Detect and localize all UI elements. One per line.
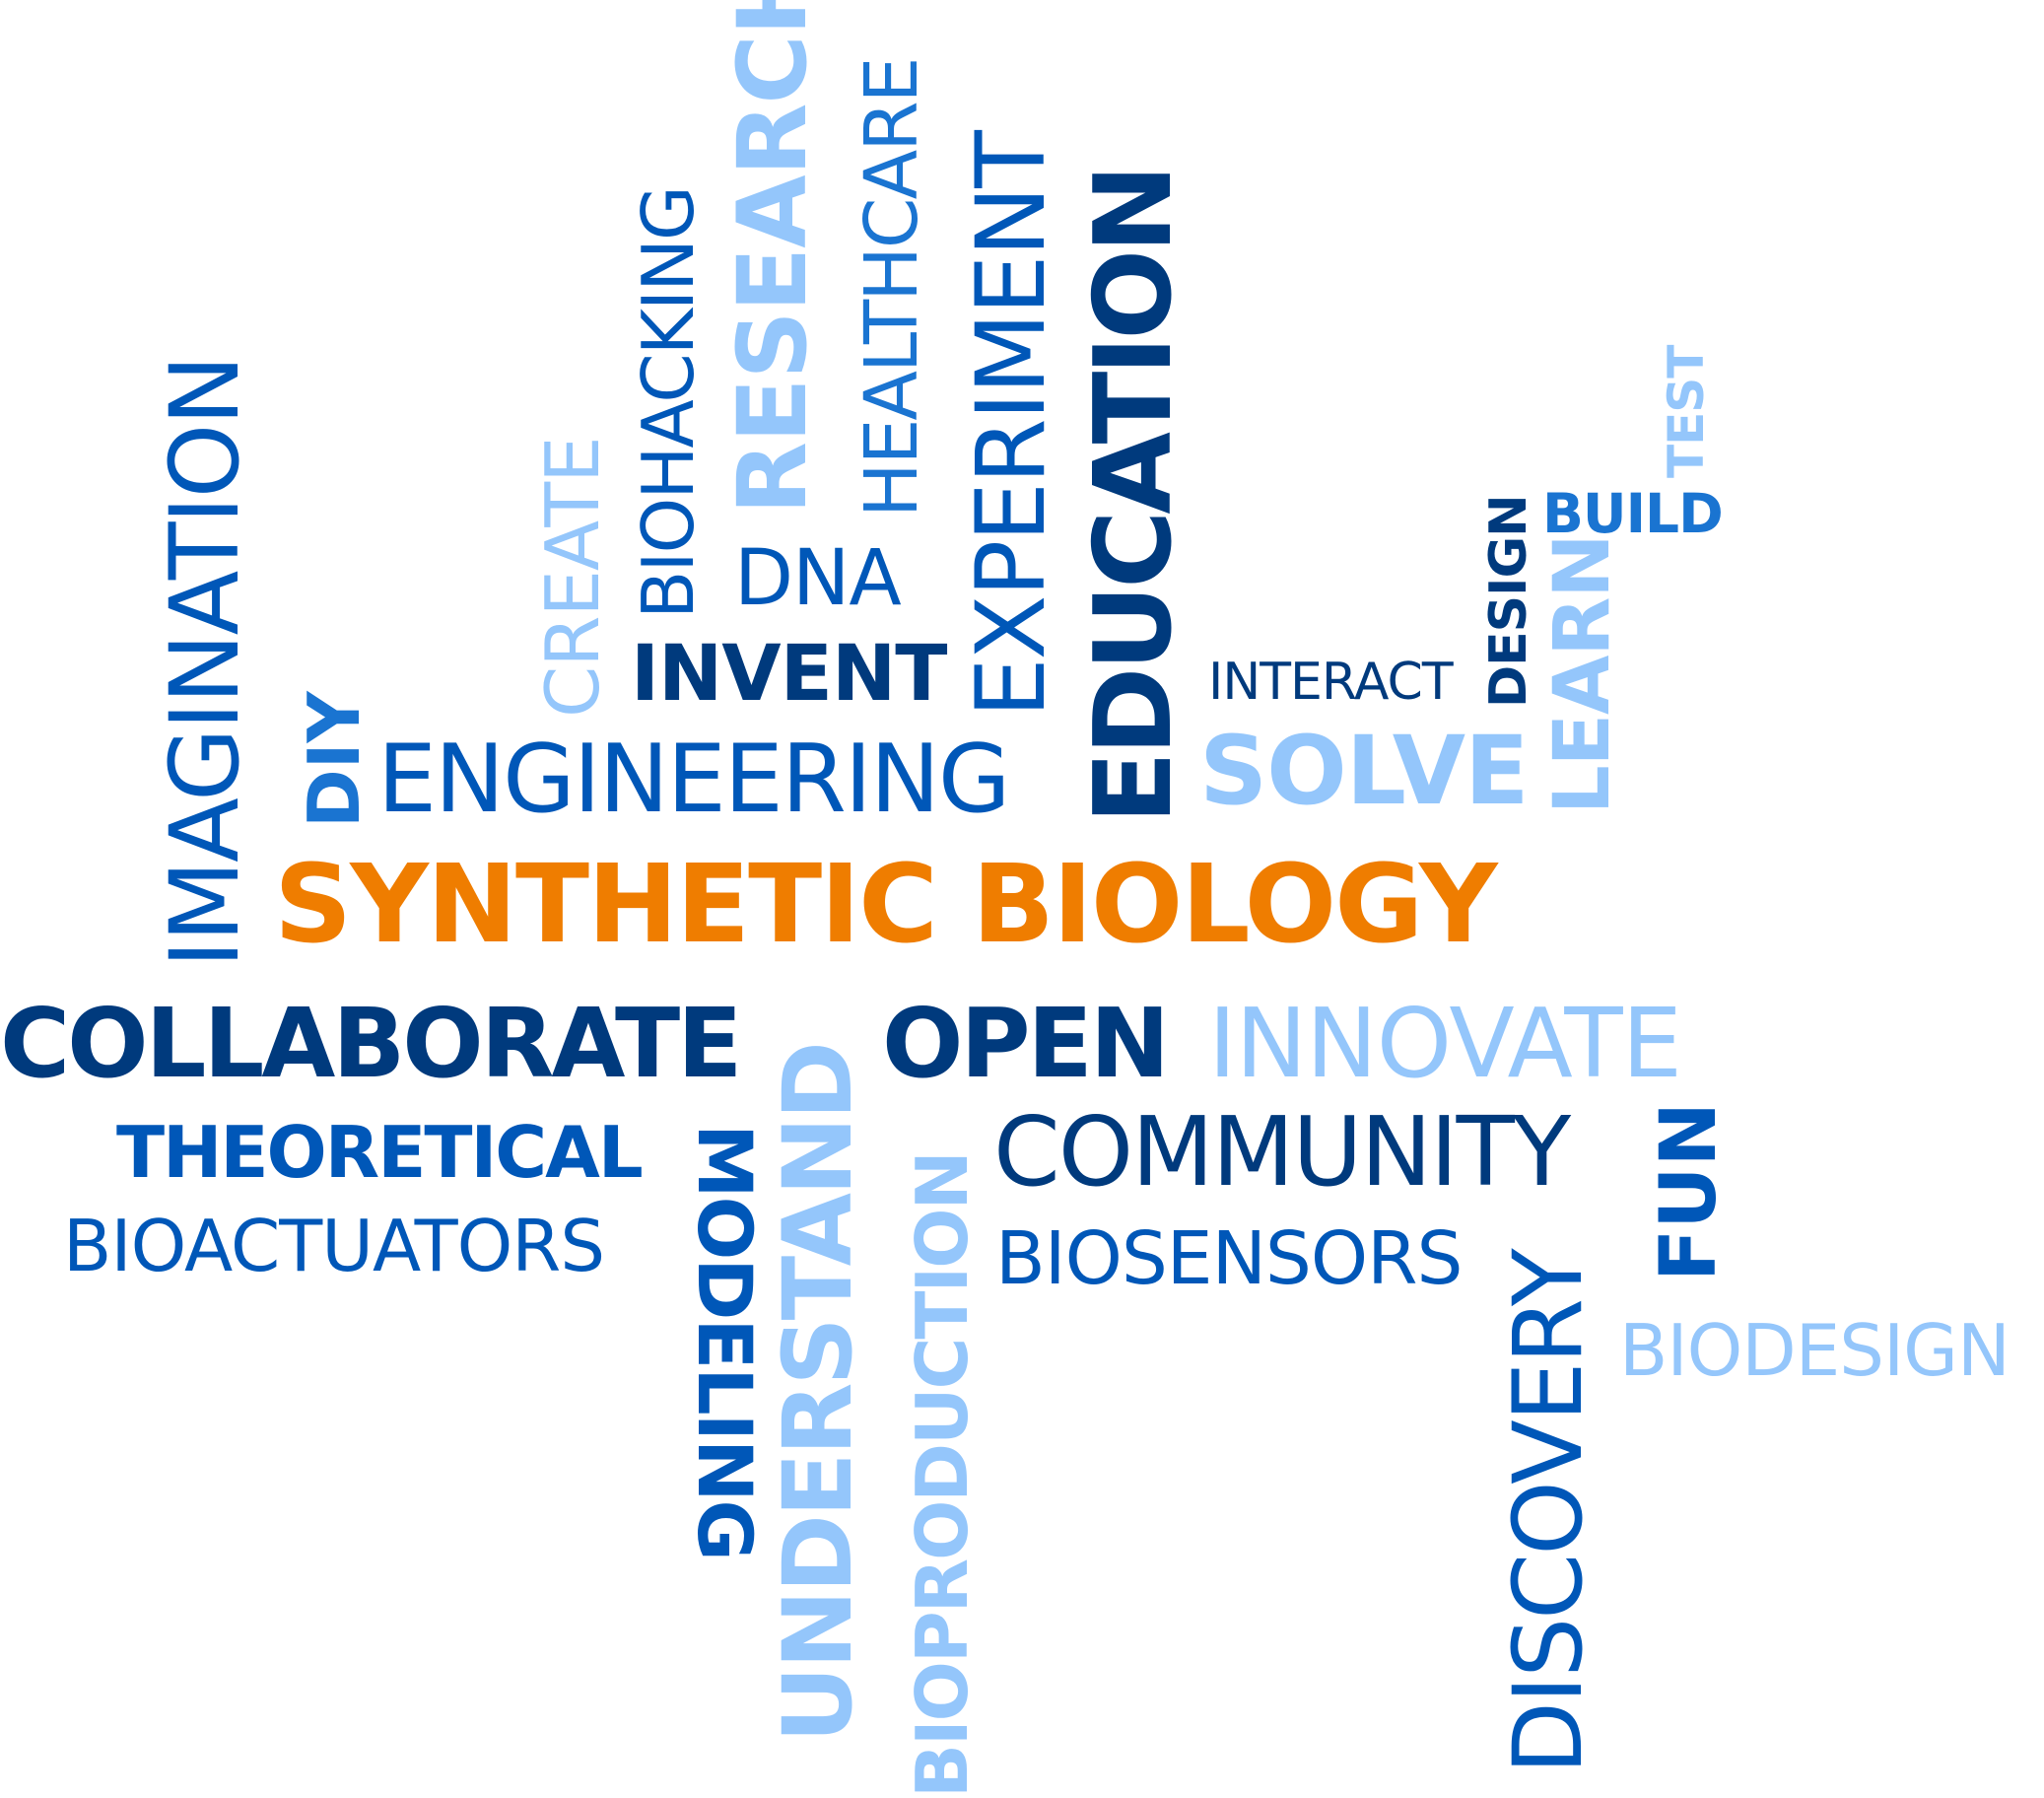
word-synthetic-biology: SYNTHETIC BIOLOGY [274,841,1498,967]
word-dna: DNA [734,534,902,623]
word-imagination: IMAGINATION [150,356,260,968]
word-collaborate: COLLABORATE [0,988,742,1099]
word-healthcare: HEALTHCARE [850,58,934,518]
word-diy: DIY [293,691,375,828]
word-open: OPEN [882,988,1170,1099]
word-biodesign: BIODESIGN [1619,1309,2010,1392]
word-design: DESIGN [1479,495,1538,708]
word-modeling: MODELING [681,1124,769,1559]
word-theoretical: THEORETICAL [116,1111,644,1194]
word-innovate: INNOVATE [1208,988,1682,1099]
word-test: TEST [1658,345,1715,478]
word-community: COMMUNITY [993,1096,1571,1208]
word-bioproduction: BIOPRODUCTION [901,1152,984,1798]
word-learn: LEARN [1538,534,1627,814]
word-fun: FUN [1645,1102,1734,1281]
word-build: BUILD [1542,482,1724,545]
word-biosensors: BIOSENSORS [995,1216,1464,1301]
word-understand: UNDERSTAND [763,1044,873,1743]
word-experiment: EXPERIMENT [956,132,1066,718]
word-interact: INTERACT [1208,653,1454,712]
word-research: RESEARCH [717,0,828,515]
word-engineering: ENGINEERING [377,726,1011,834]
word-bioactuators: BIOACTUATORS [63,1205,605,1287]
word-education: EDUCATION [1072,168,1195,824]
word-solve: SOLVE [1199,716,1530,826]
word-invent: INVENT [631,630,947,719]
word-discovery: DISCOVERY [1493,1250,1603,1774]
word-create: CREATE [529,437,616,718]
word-biohacking: BIOHACKING [627,187,710,619]
